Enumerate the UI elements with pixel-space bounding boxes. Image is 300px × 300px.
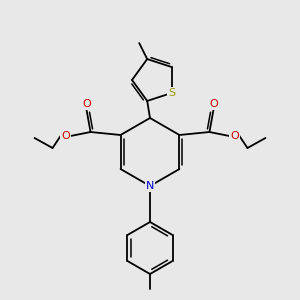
Text: N: N xyxy=(146,181,154,191)
Text: O: O xyxy=(230,131,239,141)
Text: O: O xyxy=(209,99,218,109)
Text: S: S xyxy=(168,88,175,98)
Text: O: O xyxy=(61,131,70,141)
Text: O: O xyxy=(82,99,91,109)
